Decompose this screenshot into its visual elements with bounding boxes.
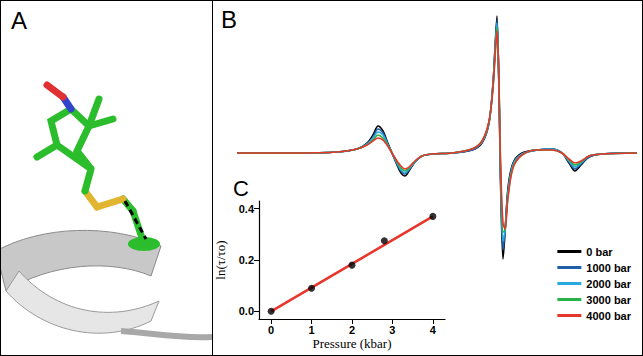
svg-text:0 bar: 0 bar: [586, 246, 613, 258]
svg-text:0: 0: [268, 324, 274, 336]
svg-text:1: 1: [309, 324, 315, 336]
svg-text:C: C: [233, 176, 249, 201]
svg-text:0.0: 0.0: [239, 305, 254, 317]
svg-text:3000 bar: 3000 bar: [586, 294, 631, 306]
svg-text:2: 2: [349, 324, 355, 336]
svg-text:2000 bar: 2000 bar: [586, 278, 631, 290]
svg-text:0.2: 0.2: [239, 254, 254, 266]
svg-text:3: 3: [389, 324, 395, 336]
svg-text:B: B: [221, 6, 237, 33]
html-text:A: A: [11, 7, 27, 34]
svg-text:0.4: 0.4: [239, 203, 255, 215]
svg-text:4000 bar: 4000 bar: [586, 310, 631, 322]
svg-text:Pressure (kbar): Pressure (kbar): [312, 336, 391, 351]
svg-text:1000 bar: 1000 bar: [586, 262, 631, 274]
svg-text:ln(τ/τo): ln(τ/τo): [213, 240, 228, 279]
svg-text:4: 4: [430, 324, 437, 336]
